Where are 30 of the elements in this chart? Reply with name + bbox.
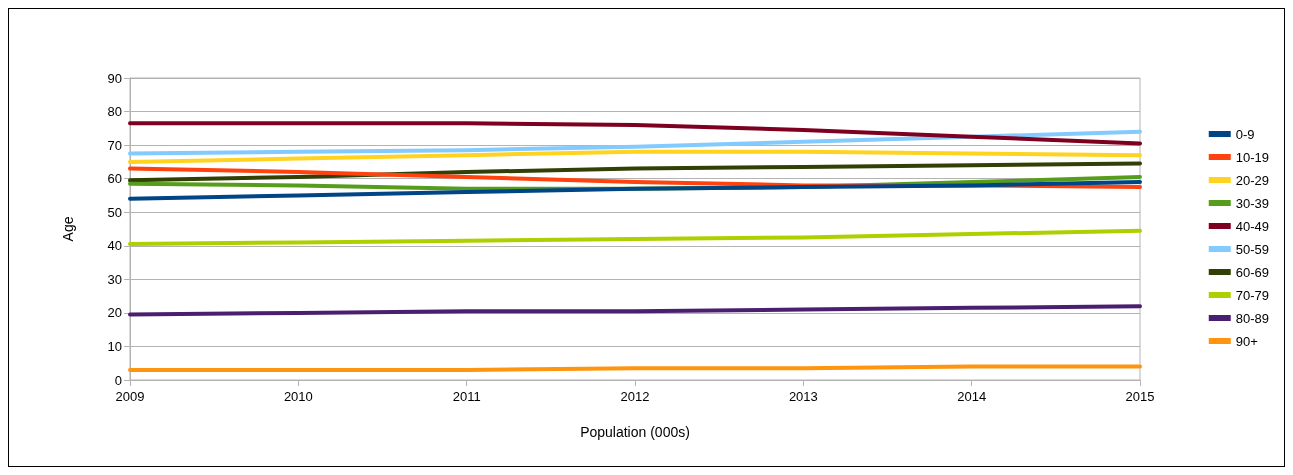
y-tick-label: 50 (107, 204, 122, 220)
legend-label: 20-29 (1235, 172, 1269, 188)
y-tick-label: 40 (107, 238, 122, 254)
y-tick-label: 10 (107, 338, 122, 354)
legend-label: 60-69 (1235, 264, 1269, 280)
x-tick-label: 2014 (957, 389, 987, 404)
y-tick-label: 90 (107, 70, 122, 86)
x-tick-label: 2011 (452, 389, 481, 404)
legend-label: 0-9 (1235, 126, 1255, 142)
legend-label: 10-19 (1235, 149, 1269, 165)
y-tick-label: 70 (107, 137, 122, 153)
y-tick-label: 20 (107, 305, 122, 321)
legend-label: 90+ (1235, 333, 1258, 349)
legend-label: 50-59 (1235, 241, 1269, 257)
line-series (128, 149, 1142, 164)
legend-label: 40-49 (1235, 218, 1269, 234)
x-tick-label: 2010 (283, 389, 313, 404)
y-tick-label: 0 (114, 372, 122, 388)
x-axis-title: Population (000s) (580, 424, 690, 440)
y-tick-label: 80 (107, 104, 122, 120)
y-axis-title: Age (60, 216, 76, 242)
legend-label: 80-89 (1235, 310, 1269, 326)
y-tick-label: 60 (107, 171, 122, 187)
x-tick-label: 2009 (115, 389, 145, 404)
legend-label: 70-79 (1235, 287, 1269, 303)
y-tick-label: 30 (107, 271, 122, 287)
x-tick-label: 2013 (788, 389, 818, 404)
x-tick-label: 2015 (1125, 389, 1155, 404)
legend-label: 30-39 (1235, 195, 1269, 211)
x-tick-label: 2012 (620, 389, 650, 404)
